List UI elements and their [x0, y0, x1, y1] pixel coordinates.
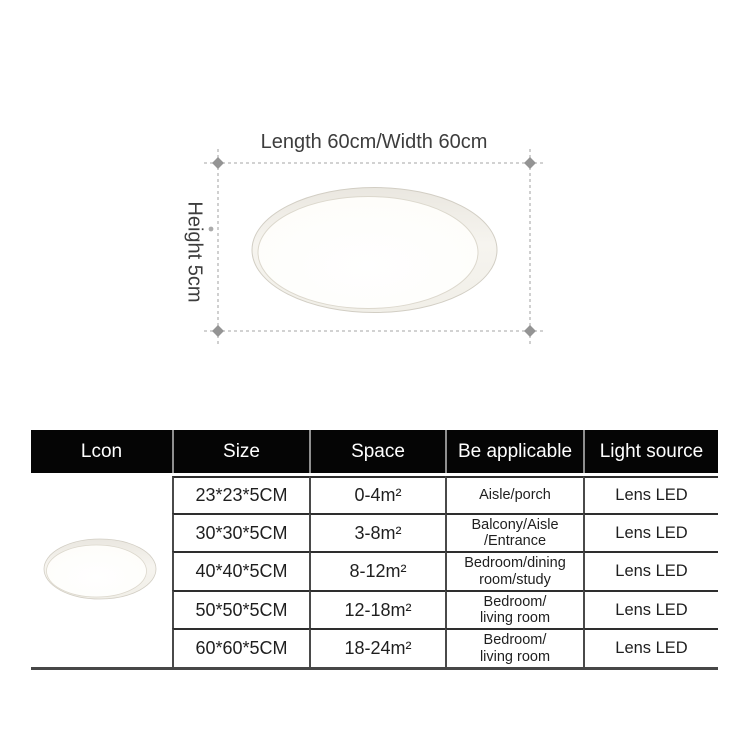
- header-icon: Lcon: [80, 440, 123, 462]
- size-cell: 40*40*5CM: [172, 551, 309, 590]
- length-width-label: Length 60cm/Width 60cm: [260, 131, 488, 153]
- light-source-cell: Lens LED: [583, 628, 718, 667]
- light-source-cell: Lens LED: [583, 513, 718, 552]
- space-cell: 3-8m²: [309, 513, 445, 552]
- size-cell: 50*50*5CM: [172, 589, 309, 629]
- icon-cell: [31, 476, 172, 667]
- light-source-cell: Lens LED: [583, 551, 718, 590]
- light-source-cell: Lens LED: [583, 589, 718, 629]
- size-cell: 23*23*5CM: [172, 476, 309, 513]
- header-light-source: Light source: [583, 430, 718, 473]
- space-cell: 8-12m²: [309, 551, 445, 590]
- applicable-cell: Balcony/Aisle /Entrance: [445, 513, 583, 552]
- spec-table: Lcon Size Space Be applicable Light sour…: [31, 430, 718, 670]
- height-label: Height 5cm: [183, 201, 206, 303]
- spec-table-header: Lcon Size Space Be applicable Light sour…: [31, 430, 718, 473]
- header-applicable: Be applicable: [445, 430, 583, 473]
- applicable-cell: Aisle/porch: [445, 476, 583, 513]
- dashed-dimension-box: [204, 149, 546, 346]
- applicable-cell: Bedroom/ living room: [445, 628, 583, 667]
- size-cell: 60*60*5CM: [172, 628, 309, 667]
- space-cell: 0-4m²: [309, 476, 445, 513]
- ceiling-lamp-image: [251, 187, 498, 313]
- header-size: Size: [172, 430, 309, 473]
- space-cell: 12-18m²: [309, 589, 445, 629]
- space-cell: 18-24m²: [309, 628, 445, 667]
- header-space: Space: [309, 430, 445, 473]
- spec-table-body: 23*23*5CM 0-4m² Aisle/porch Lens LED 30*…: [31, 476, 718, 670]
- ceiling-lamp-icon: [43, 539, 156, 600]
- light-source-cell: Lens LED: [583, 476, 718, 513]
- applicable-cell: Bedroom/ living room: [445, 589, 583, 629]
- size-cell: 30*30*5CM: [172, 513, 309, 552]
- dimension-diagram: [204, 149, 546, 346]
- applicable-cell: Bedroom/dining room/study: [445, 551, 583, 590]
